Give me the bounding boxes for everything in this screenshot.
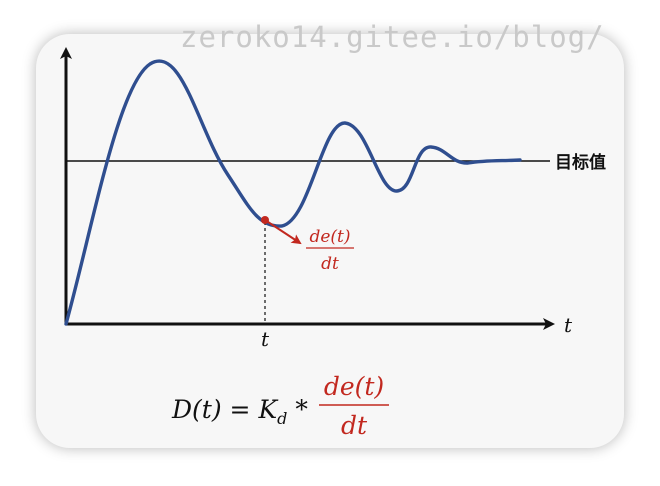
diagram-card <box>36 34 624 448</box>
formula-subscript: d <box>277 409 287 428</box>
formula-numerator: de(t) <box>324 372 384 401</box>
x-axis-label: t <box>564 313 573 337</box>
tangent-arrow <box>264 219 302 245</box>
derivative-numerator-small: de(t) <box>309 227 350 247</box>
time-marker-label: t <box>261 327 270 351</box>
formula-operator: * <box>287 395 308 424</box>
formula-lhs: D(t) = Kd * <box>171 395 308 428</box>
watermark-text: zeroko14.gitee.io/blog/ <box>180 20 605 54</box>
response-curve <box>64 59 522 326</box>
formula-denominator: dt <box>341 411 368 440</box>
target-value-label: 目标值 <box>555 152 606 173</box>
formula-lhs-text: D(t) = K <box>171 395 278 424</box>
derivative-denominator-small: dt <box>321 254 339 274</box>
